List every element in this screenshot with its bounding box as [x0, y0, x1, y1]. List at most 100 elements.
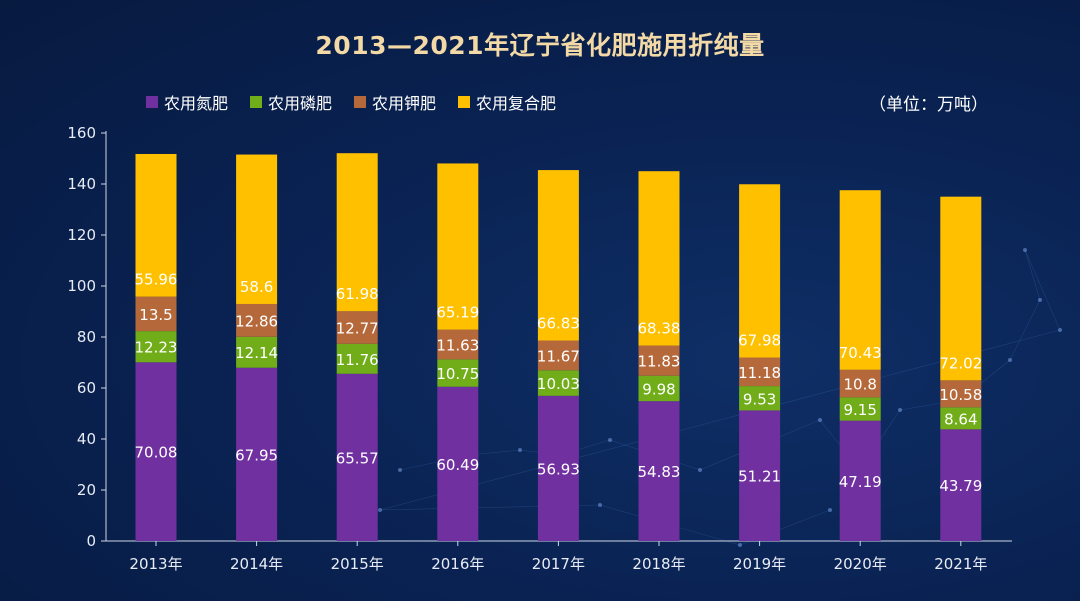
legend-swatch-potash [354, 96, 367, 108]
bar-segment [336, 311, 378, 344]
data-label: 72.02 [939, 354, 982, 372]
data-label: 13.5 [139, 306, 172, 324]
data-label: 61.98 [336, 285, 379, 303]
bar-segment [236, 154, 278, 304]
bar-segment [437, 359, 479, 387]
data-label: 11.83 [638, 353, 681, 371]
network-dot [378, 508, 382, 512]
y-tick-label: 20 [77, 481, 96, 499]
data-label: 10.58 [939, 386, 982, 404]
data-label: 70.08 [135, 444, 178, 462]
legend-item-phosphate[interactable]: 农用磷肥 [250, 90, 332, 114]
data-label: 66.83 [537, 314, 580, 332]
legend-label-phosphate: 农用磷肥 [268, 94, 333, 113]
bar-segment [940, 380, 982, 408]
bar-segment [839, 190, 881, 370]
x-tick-label: 2020年 [834, 555, 887, 573]
data-label: 67.95 [235, 446, 278, 464]
y-tick-label: 120 [67, 226, 96, 244]
data-label: 9.98 [642, 380, 675, 398]
network-line [1024, 249, 1061, 331]
data-label: 11.18 [738, 364, 781, 382]
data-label: 58.6 [240, 278, 273, 296]
bar-segment [739, 386, 781, 411]
bar-segment [336, 153, 378, 312]
network-dot [1023, 248, 1027, 252]
bar-segment [236, 367, 278, 541]
x-tick-label: 2019年 [733, 555, 786, 573]
bar-segment [739, 357, 781, 387]
y-tick-label: 60 [77, 379, 96, 397]
data-label: 65.19 [436, 304, 479, 322]
bar-segment [336, 343, 378, 374]
bar-segment [940, 196, 982, 381]
bar-segment [537, 340, 579, 371]
chart-axes: 0 20 40 60 80 100 120 140 160 2013年 2014年 2015年 2016… [67, 124, 1012, 573]
x-tick-label: 2016年 [431, 555, 484, 573]
bar-segment [839, 420, 881, 541]
data-label: 55.96 [135, 271, 178, 289]
data-label: 54.83 [638, 463, 681, 481]
bar-segment [739, 410, 781, 541]
bar-segment [336, 373, 378, 541]
data-label: 10.03 [537, 375, 580, 393]
y-tick-label: 140 [67, 175, 96, 193]
bar-segment [839, 397, 881, 421]
data-label: 8.64 [944, 410, 977, 428]
legend-label-nitrogen: 农用氮肥 [164, 94, 229, 113]
unit-label: （单位：万吨） [869, 95, 988, 115]
bar-segment [537, 395, 579, 541]
y-tick-label: 40 [77, 430, 96, 448]
chart-title: 2013—2021年辽宁省化肥施用折纯量 [315, 31, 765, 60]
y-tick-label: 0 [86, 532, 96, 550]
bar-segment [638, 375, 680, 402]
bar-segment [437, 386, 479, 541]
data-label: 67.98 [738, 332, 781, 350]
data-label: 10.75 [436, 365, 479, 383]
data-label: 11.63 [436, 337, 479, 355]
network-dot [898, 408, 902, 412]
bar-segment [537, 170, 579, 341]
bar-segment [537, 370, 579, 396]
legend-label-compound: 农用复合肥 [476, 94, 557, 113]
network-dot [828, 508, 832, 512]
bar-segment [236, 336, 278, 368]
network-dot [1008, 358, 1012, 362]
legend-item-nitrogen[interactable]: 农用氮肥 [146, 90, 228, 114]
data-label: 68.38 [638, 320, 681, 338]
bar-segment [437, 329, 479, 360]
x-tick-label: 2013年 [129, 555, 182, 573]
data-label: 43.79 [939, 477, 982, 495]
data-label: 9.53 [743, 390, 776, 408]
data-label: 60.49 [436, 456, 479, 474]
network-line [1024, 249, 1041, 301]
x-tick-label: 2018年 [632, 555, 685, 573]
network-dot [518, 448, 522, 452]
network-dot [598, 503, 602, 507]
bar-segment [236, 303, 278, 337]
bar-segment [437, 163, 479, 330]
y-tick-label: 80 [77, 328, 96, 346]
data-label: 12.23 [135, 339, 178, 357]
bar-segment [638, 401, 680, 541]
network-line [1009, 299, 1041, 361]
legend-swatch-phosphate [250, 96, 263, 108]
legend-label-potash: 农用钾肥 [372, 94, 437, 113]
legend-item-potash[interactable]: 农用钾肥 [354, 90, 436, 114]
bar-segment [839, 369, 881, 398]
legend-item-compound[interactable]: 农用复合肥 [458, 90, 556, 114]
bar-segment [940, 407, 982, 430]
y-tick-label: 160 [67, 124, 96, 142]
bar-segment [638, 345, 680, 376]
network-dot [818, 418, 822, 422]
data-label: 12.77 [336, 320, 379, 338]
x-tick-label: 2021年 [934, 555, 987, 573]
bar-segment [135, 331, 177, 363]
network-dot [398, 468, 402, 472]
x-tick-label: 2015年 [331, 555, 384, 573]
data-label: 11.67 [537, 347, 580, 365]
x-tick-label: 2017年 [532, 555, 585, 573]
data-label: 12.86 [235, 312, 278, 330]
chart-data-labels: 70.08 12.23 13.5 55.96 67.95 12.14 12.86 58.6 65… [135, 271, 983, 495]
